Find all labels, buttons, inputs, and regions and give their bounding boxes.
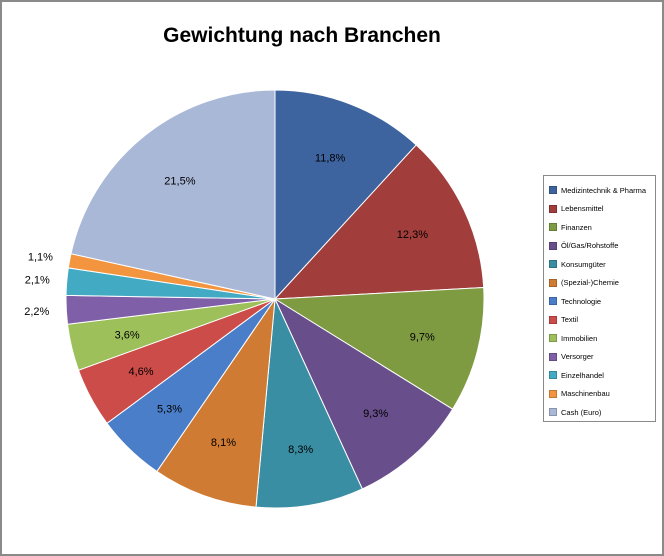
legend-swatch [549,315,557,324]
slice-label-6: 5,3% [157,403,182,415]
legend-label: Maschinenbau [561,389,610,399]
legend-item-3: Öl/Gas/Rohstoffe [549,237,655,256]
slice-label-0: 11,8% [315,152,346,164]
legend-swatch [549,334,557,343]
legend-item-5: (Spezial-)Chemie [549,274,655,293]
legend-item-6: Technologie [549,292,655,311]
legend-label: Textil [561,315,579,325]
pie-slice-4 [255,297,363,509]
pie-slice-0 [274,89,417,301]
slice-label-1: 12,3% [397,229,428,241]
legend-swatch [549,186,557,195]
pie-slice-5 [156,297,276,508]
chart-title: Gewichtung nach Branchen [163,24,441,47]
legend-item-7: Textil [549,311,655,330]
slice-label-12: 21,5% [164,175,195,187]
legend-label: Versorger [561,352,594,362]
legend-swatch [549,204,557,213]
legend-swatch [549,278,557,287]
legend-item-11: Maschinenbau [549,385,655,404]
legend-swatch [549,241,557,250]
legend-item-1: Lebensmittel [549,200,655,219]
legend-item-2: Finanzen [549,218,655,237]
slice-label-9: 2,2% [24,306,49,318]
legend-label: Immobilien [561,333,598,343]
legend-label: Medizintechnik & Pharma [561,185,647,195]
legend-item-8: Immobilien [549,329,655,348]
slice-label-7: 4,6% [129,366,154,378]
legend-swatch [549,223,557,232]
legend-swatch [549,389,557,398]
legend: Medizintechnik & Pharma Lebensmittel Finan… [543,175,656,422]
legend-label: Lebensmittel [561,204,604,214]
slice-label-3: 9,3% [363,408,388,420]
legend-item-9: Versorger [549,348,655,367]
pie-slice-1 [273,144,485,300]
slice-label-5: 8,1% [211,437,236,449]
legend-label: (Spezial-)Chemie [561,278,619,288]
legend-item-10: Einzelhandel [549,366,655,385]
pie-slice-12 [70,89,276,300]
legend-label: Einzelhandel [561,370,604,380]
legend-item-12: Cash (Euro) [549,403,655,422]
legend-swatch [549,371,557,380]
legend-label: Cash (Euro) [561,407,602,417]
slice-label-4: 8,3% [288,444,313,456]
legend-swatch [549,408,557,417]
slice-label-10: 2,1% [25,275,50,287]
legend-label: Finanzen [561,222,592,232]
pie-slice-3 [273,297,454,490]
legend-label: Konsumgüter [561,259,606,269]
legend-item-4: Konsumgüter [549,255,655,274]
legend-item-0: Medizintechnik & Pharma [549,181,655,200]
legend-label: Technologie [561,296,602,306]
legend-label: Öl/Gas/Rohstoffe [561,241,619,251]
legend-swatch [549,297,557,306]
pie-slice-2 [273,286,485,410]
slice-label-11: 1,1% [28,252,53,264]
slice-label-8: 3,6% [115,329,140,341]
legend-swatch [549,260,557,269]
legend-swatch [549,352,557,361]
slice-label-2: 9,7% [410,332,435,344]
